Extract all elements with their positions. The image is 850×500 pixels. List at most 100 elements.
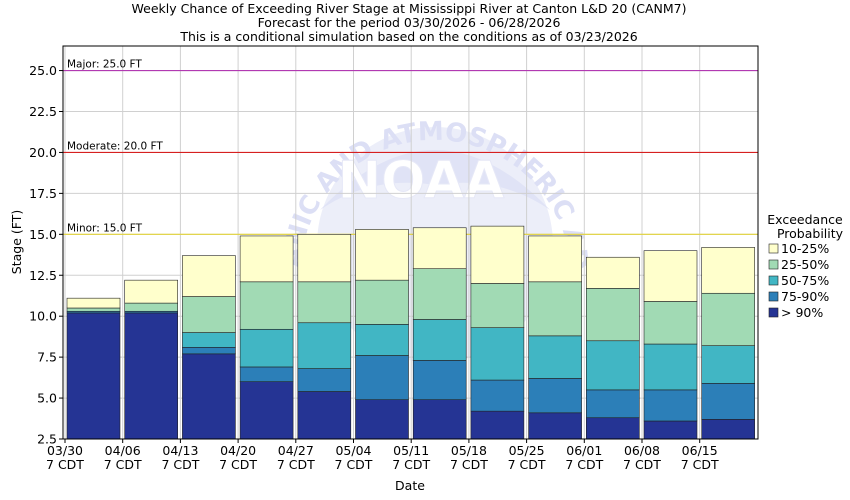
bar-segment <box>66 307 121 312</box>
bar-segment <box>470 283 525 328</box>
bar-segment <box>239 281 294 330</box>
y-tick-label: 25.0 <box>29 63 57 78</box>
y-axis-label: Stage (FT) <box>9 210 24 274</box>
y-tick-label: 7.5 <box>37 350 57 365</box>
bar-segment <box>355 355 409 400</box>
flood-thresholds: Major: 25.0 FT Moderate: 20.0 FT Minor: 15… <box>63 59 758 235</box>
bar-segment <box>297 281 352 324</box>
legend-label: 25-50% <box>781 257 829 272</box>
title-line-1: Weekly Chance of Exceeding River Stage a… <box>132 1 687 16</box>
bar-segment <box>528 281 582 337</box>
bar-segment <box>585 256 640 289</box>
bar-segment <box>182 332 236 348</box>
noaa-logo-text: NOAA <box>338 151 505 211</box>
y-tick-label: 10.0 <box>29 309 57 324</box>
x-tick-label: 06/01 <box>566 443 602 458</box>
bar-segment <box>412 399 467 440</box>
bar-segment <box>470 410 525 440</box>
bar-segment <box>528 378 582 414</box>
bar-segment <box>412 268 467 320</box>
bar-segment <box>412 360 467 400</box>
bar-segment <box>239 381 294 440</box>
bar-segment <box>182 353 236 440</box>
threshold-label: Moderate: 20.0 FT <box>67 140 163 152</box>
bar-segment <box>355 229 409 281</box>
legend-label: 50-75% <box>781 273 829 288</box>
y-tick-label: 17.5 <box>29 186 57 201</box>
bar-segment <box>297 234 352 283</box>
bar-segment <box>701 345 756 384</box>
legend-swatch <box>768 275 779 286</box>
y-tick-label: 15.0 <box>29 227 57 242</box>
bar-segment <box>701 292 756 346</box>
bar-segment <box>239 235 294 283</box>
x-tick-label: 04/13 <box>162 443 198 458</box>
x-tick-label: 06/08 <box>624 443 660 458</box>
bar-segment <box>643 301 698 345</box>
y-tick-label: 5.0 <box>37 391 57 406</box>
bar-segment <box>528 335 582 379</box>
bar-group <box>66 297 121 440</box>
bar-group <box>239 235 294 440</box>
x-tick-label: 05/25 <box>509 443 545 458</box>
bar-segment <box>355 279 409 325</box>
x-tick-label: 03/30 <box>47 443 83 458</box>
legend-label: 10-25% <box>781 241 829 256</box>
title-line-2: Forecast for the period 03/30/2026 - 06/… <box>258 15 561 30</box>
legend-title-line-2: Probability <box>777 226 844 241</box>
legend-title-line-1: Exceedance <box>767 212 843 227</box>
threshold-label: Major: 25.0 FT <box>67 59 142 71</box>
bar-segment <box>643 250 698 302</box>
bar-segment <box>297 391 352 440</box>
bar-segment <box>585 417 640 440</box>
legend-swatch <box>768 243 779 254</box>
x-tick-label: 05/11 <box>393 443 429 458</box>
x-tick-sublabel: 7 CDT <box>104 457 142 472</box>
bar-segment <box>239 366 294 382</box>
bar-segment <box>297 322 352 369</box>
x-tick-sublabel: 7 CDT <box>219 457 257 472</box>
bar-group <box>297 234 352 440</box>
title-line-3: This is a conditional simulation based o… <box>179 29 637 44</box>
legend-swatch <box>768 291 779 302</box>
x-tick-sublabel: 7 CDT <box>392 457 430 472</box>
legend-swatch <box>768 307 779 318</box>
bar-segment <box>585 340 640 391</box>
x-tick-sublabel: 7 CDT <box>681 457 719 472</box>
bar-segment <box>701 383 756 420</box>
x-tick-label: 05/18 <box>451 443 487 458</box>
legend-label: 75-90% <box>781 289 829 304</box>
x-tick-label: 05/04 <box>335 443 371 458</box>
bar-segment <box>412 319 467 361</box>
y-axis: 2.5 5.0 7.5 10.0 12.5 15.0 17.5 20.0 22.5 25.0 <box>29 63 63 447</box>
y-tick-label: 2.5 <box>37 432 57 447</box>
bar-segment <box>355 399 409 440</box>
bar-group <box>528 235 582 440</box>
bar-segment <box>66 297 121 309</box>
bar-segment <box>643 343 698 391</box>
x-tick-sublabel: 7 CDT <box>450 457 488 472</box>
chart-title: Weekly Chance of Exceeding River Stage a… <box>132 1 687 44</box>
x-tick-sublabel: 7 CDT <box>508 457 546 472</box>
legend-swatch <box>768 259 779 270</box>
bar-group <box>585 256 640 440</box>
bar-group <box>124 279 178 440</box>
bar-segment <box>124 302 178 312</box>
x-axis-label: Date <box>395 478 425 493</box>
bar-segment <box>66 312 121 440</box>
bar-segment <box>585 389 640 419</box>
x-tick-sublabel: 7 CDT <box>277 457 315 472</box>
x-tick-sublabel: 7 CDT <box>623 457 661 472</box>
bars <box>66 225 756 440</box>
y-tick-label: 22.5 <box>29 104 57 119</box>
bar-segment <box>182 296 236 333</box>
bar-group <box>470 225 525 440</box>
bar-segment <box>412 227 467 269</box>
plot-frame <box>62 45 759 440</box>
x-tick-sublabel: 7 CDT <box>335 457 373 472</box>
bar-segment <box>701 419 756 440</box>
y-tick-label: 12.5 <box>29 268 57 283</box>
bar-segment <box>124 312 178 440</box>
x-tick-label: 04/27 <box>278 443 314 458</box>
